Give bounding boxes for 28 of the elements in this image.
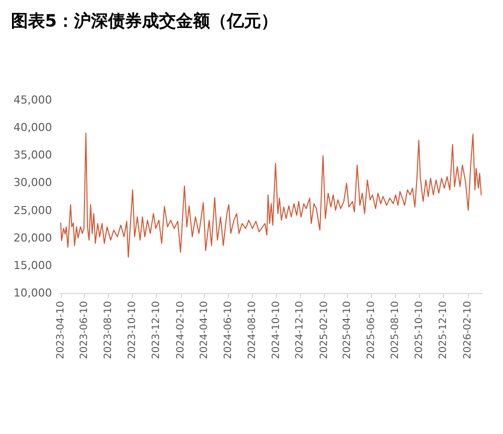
x-tick-label: 2025-08-10: [390, 301, 402, 360]
x-tick-label: 2024-04-10: [198, 301, 210, 360]
y-tick-label: 35,000: [14, 148, 52, 162]
x-tick-label: 2023-08-10: [103, 301, 114, 360]
x-tick-label: 2024-10-10: [270, 301, 282, 360]
y-tick-label: 25,000: [14, 204, 52, 217]
x-tick-label: 2025-02-10: [319, 301, 330, 360]
y-tick-label: 45,000: [14, 94, 52, 106]
x-tick-label: 2023-06-10: [79, 301, 90, 360]
x-tick-label: 2025-04-10: [342, 301, 354, 360]
x-tick-label: 2024-06-10: [222, 301, 234, 360]
y-tick-label: 10,000: [14, 286, 52, 300]
line-series: [60, 132, 482, 258]
y-tick-label: 15,000: [14, 258, 52, 272]
chart-title: 图表5：沪深债券成交金额（亿元）: [11, 12, 278, 32]
x-tick-label: 2025-06-10: [366, 301, 378, 360]
y-tick-label: 30,000: [14, 176, 52, 190]
x-tick-label: 2024-02-10: [175, 301, 186, 360]
x-tick-label: 2025-10-10: [414, 301, 426, 360]
y-tick-label: 40,000: [14, 121, 52, 134]
x-tick-label: 2024-08-10: [246, 301, 258, 360]
x-tick-label: 2023-04-10: [55, 301, 66, 360]
x-tick-label: 2023-10-10: [127, 301, 138, 360]
x-tick-label: 2023-12-10: [151, 301, 162, 360]
x-tick-label: 2026-02-10: [462, 301, 474, 360]
x-tick-label: 2024-12-10: [294, 301, 306, 360]
y-tick-label: 20,000: [14, 231, 52, 244]
x-tick-label: 2025-12-10: [438, 301, 450, 360]
